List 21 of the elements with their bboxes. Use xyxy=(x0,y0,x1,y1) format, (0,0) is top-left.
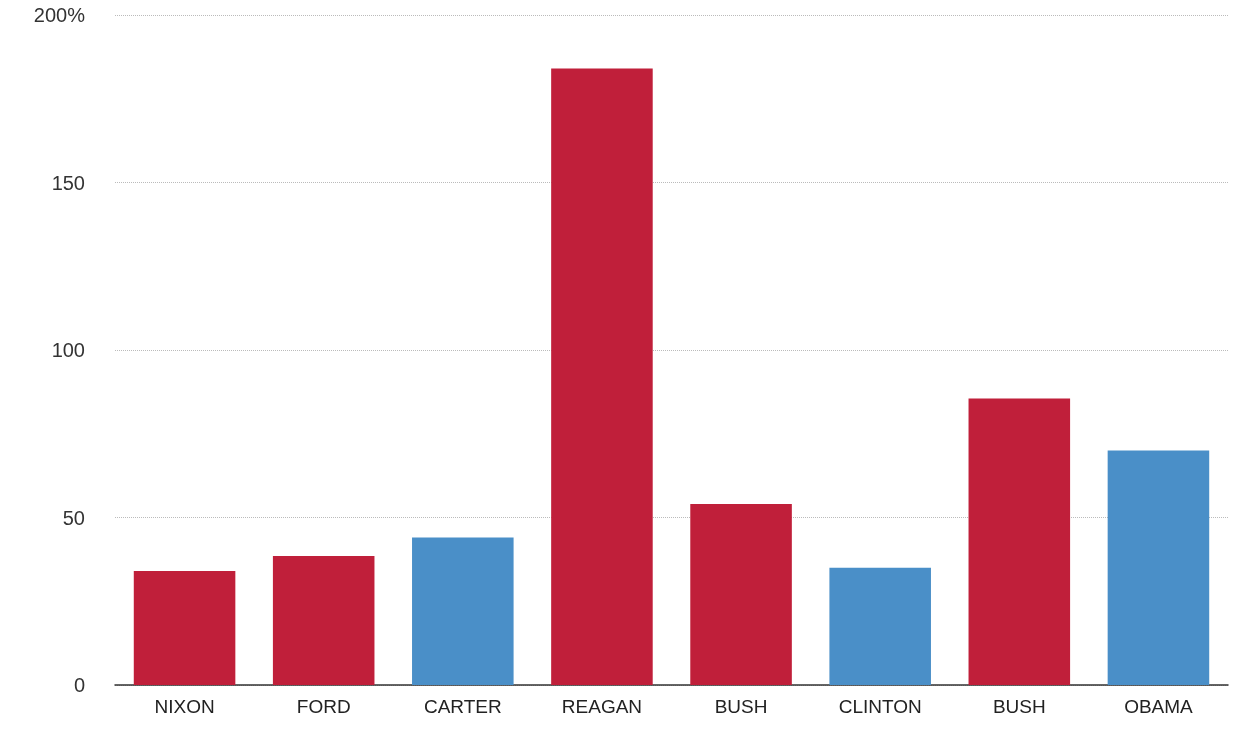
x-tick-label: CARTER xyxy=(423,696,502,717)
x-tick-label: NIXON xyxy=(154,696,215,717)
bar xyxy=(968,398,1071,685)
y-tick-label: 0 xyxy=(73,674,85,696)
bar xyxy=(133,571,236,685)
bar xyxy=(829,567,931,685)
bar xyxy=(412,537,514,685)
x-tick-label: BUSH xyxy=(992,696,1046,717)
bar xyxy=(551,68,653,685)
x-tick-label: FORD xyxy=(296,696,351,717)
x-tick-label: CLINTON xyxy=(838,696,922,717)
y-tick-label: 100 xyxy=(51,339,85,361)
x-tick-label: BUSH xyxy=(714,696,768,717)
bar xyxy=(272,556,375,685)
y-tick-label: 200% xyxy=(33,4,86,26)
bar xyxy=(1107,450,1210,685)
y-tick-label: 150 xyxy=(51,171,85,194)
y-tick-label: 50 xyxy=(62,506,85,529)
x-tick-label: REAGAN xyxy=(561,696,643,717)
x-tick-label: OBAMA xyxy=(1124,696,1194,717)
bar xyxy=(690,504,792,685)
